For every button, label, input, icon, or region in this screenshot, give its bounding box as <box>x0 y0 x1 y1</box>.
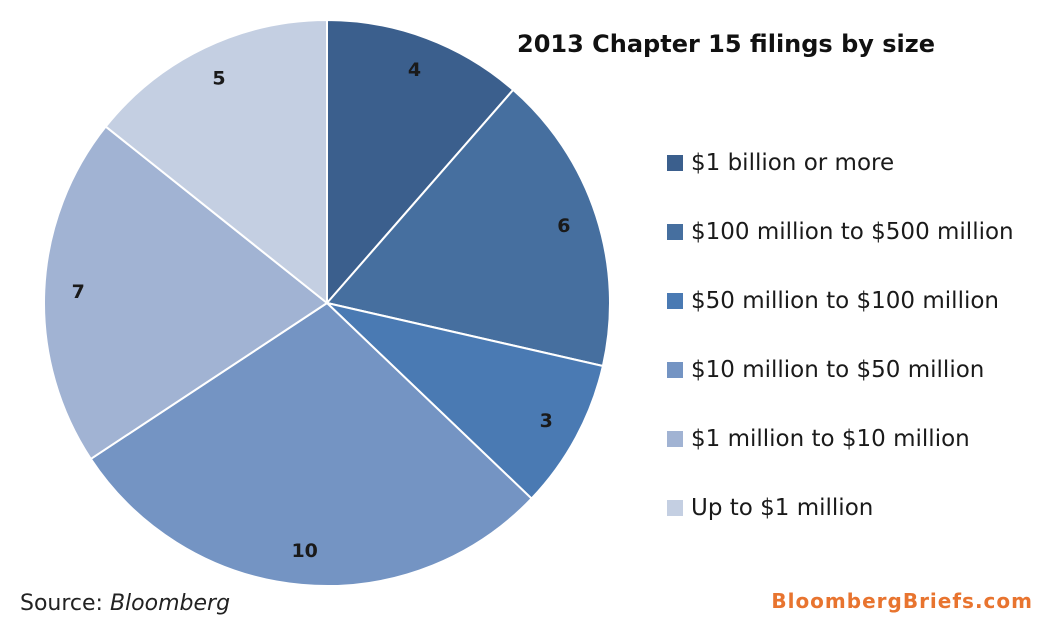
legend-item: $100 million to $500 million <box>667 197 1014 266</box>
source-note: Source: Bloomberg <box>20 591 230 616</box>
legend-label: $1 billion or more <box>691 149 895 176</box>
legend-item: $50 million to $100 million <box>667 266 1014 335</box>
legend-label: Up to $1 million <box>691 494 874 521</box>
slice-data-label: 6 <box>557 215 570 237</box>
legend-item: $10 million to $50 million <box>667 335 1014 404</box>
legend-label: $100 million to $500 million <box>691 218 1014 245</box>
legend-swatch <box>667 223 683 240</box>
pie-slice <box>323 301 605 500</box>
pie-slice <box>325 88 611 368</box>
slice-data-label: 5 <box>212 68 225 90</box>
brand-logo: BloombergBriefs.com <box>771 589 1033 613</box>
legend-swatch <box>667 430 683 447</box>
pie-slice <box>104 18 328 306</box>
slice-data-label: 10 <box>291 540 317 562</box>
legend-label: $1 million to $10 million <box>691 425 970 452</box>
legend-label: $50 million to $100 million <box>691 287 999 314</box>
legend-swatch <box>667 361 683 378</box>
legend-item: Up to $1 million <box>667 473 1014 542</box>
legend-swatch <box>667 499 683 516</box>
source-name: Bloomberg <box>109 591 231 616</box>
slice-data-label: 7 <box>72 281 85 303</box>
pie-slice <box>43 125 329 461</box>
pie-slice <box>326 18 515 306</box>
chart-legend: $1 billion or more $100 million to $500 m… <box>667 128 1014 542</box>
slice-data-label: 4 <box>408 59 421 81</box>
source-prefix: Source: <box>20 591 110 616</box>
legend-item: $1 million to $10 million <box>667 404 1014 473</box>
slice-data-label: 3 <box>540 410 553 432</box>
pie-slice <box>89 301 533 587</box>
chart-title: 2013 Chapter 15 filings by size <box>517 30 936 58</box>
legend-swatch <box>667 292 683 309</box>
legend-label: $10 million to $50 million <box>691 356 985 383</box>
legend-swatch <box>667 154 683 171</box>
legend-item: $1 billion or more <box>667 128 1014 197</box>
